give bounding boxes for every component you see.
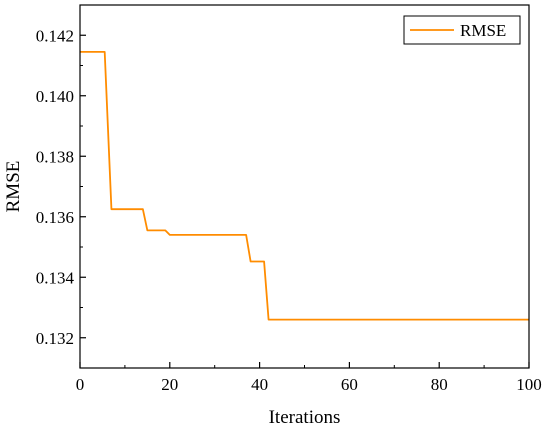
- series-line-rmse: [80, 50, 529, 321]
- y-tick-label: 0.138: [36, 147, 74, 166]
- y-tick-label: 0.134: [36, 268, 75, 287]
- x-tick-label: 20: [161, 375, 178, 394]
- y-tick-label: 0.142: [36, 26, 74, 45]
- x-tick-label: 80: [431, 375, 448, 394]
- x-tick-label: 60: [341, 375, 358, 394]
- y-tick-label: 0.132: [36, 329, 74, 348]
- y-tick-label: 0.136: [36, 208, 74, 227]
- legend: RMSE: [403, 15, 521, 45]
- ticks-layer: 0 20 40 60 80 100 0.132 0.134 0.136 0.138 0.140 0.1…: [36, 4, 542, 394]
- series-layer: [80, 50, 529, 321]
- y-tick-label: 0.140: [36, 87, 74, 106]
- plot-frame: [79, 4, 530, 369]
- x-tick-label: 100: [516, 375, 542, 394]
- y-axis-label: RMSE: [3, 161, 24, 213]
- x-tick-label: 0: [76, 375, 85, 394]
- x-axis-label: Iterations: [269, 407, 341, 428]
- x-tick-label: 40: [251, 375, 268, 394]
- legend-label-rmse: RMSE: [460, 21, 506, 40]
